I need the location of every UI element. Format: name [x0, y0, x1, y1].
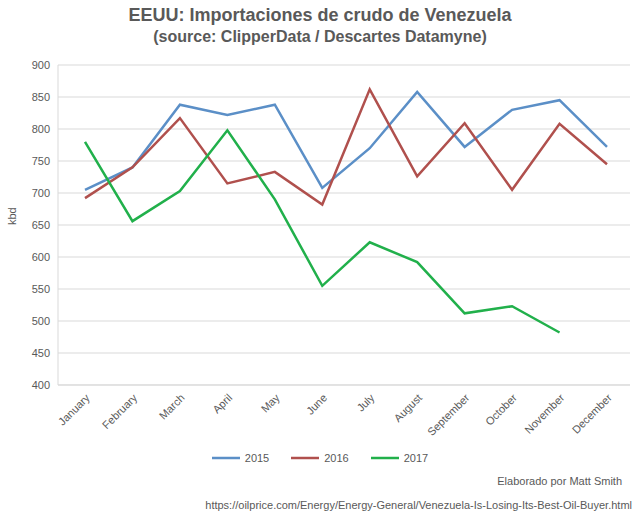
html-text:Elaborado por Matt Smith: Elaborado por Matt Smith: [497, 475, 622, 487]
svg-text:June: June: [304, 391, 329, 416]
svg-text:kbd: kbd: [8, 207, 18, 225]
svg-text:October: October: [483, 391, 519, 427]
svg-text:850: 850: [32, 91, 50, 103]
svg-text:900: 900: [32, 59, 50, 71]
svg-text:500: 500: [32, 315, 50, 327]
svg-text:800: 800: [32, 123, 50, 135]
svg-text:450: 450: [32, 347, 50, 359]
svg-text:February: February: [100, 391, 140, 431]
html-text:https://oilprice.com/Energy/En: https://oilprice.com/Energy/Energy-Gener…: [205, 499, 632, 511]
svg-text:November: November: [522, 391, 567, 436]
html-text:(source: ClipperData / Descart: (source: ClipperData / Descartes Datamyn…: [153, 28, 487, 45]
html-text:2015: 2015: [244, 452, 270, 464]
svg-text:700: 700: [32, 187, 50, 199]
html-text:2016: 2016: [324, 452, 349, 464]
svg-text:July: July: [354, 391, 377, 414]
svg-text:400: 400: [32, 379, 50, 391]
html-text:EEUU: Importaciones de crudo d: EEUU: Importaciones de crudo de Venezuel…: [128, 5, 512, 25]
svg-text:August: August: [391, 391, 424, 424]
svg-text:650: 650: [32, 219, 50, 231]
svg-text:May: May: [259, 391, 283, 415]
svg-text:January: January: [56, 391, 93, 428]
svg-text:750: 750: [32, 155, 50, 167]
svg-text:March: March: [157, 391, 187, 421]
svg-text:April: April: [210, 391, 234, 415]
html-text:2017: 2017: [403, 452, 429, 464]
svg-text:600: 600: [32, 251, 50, 263]
svg-text:September: September: [425, 391, 472, 438]
svg-text:December: December: [570, 391, 615, 436]
svg-text:550: 550: [32, 283, 50, 295]
